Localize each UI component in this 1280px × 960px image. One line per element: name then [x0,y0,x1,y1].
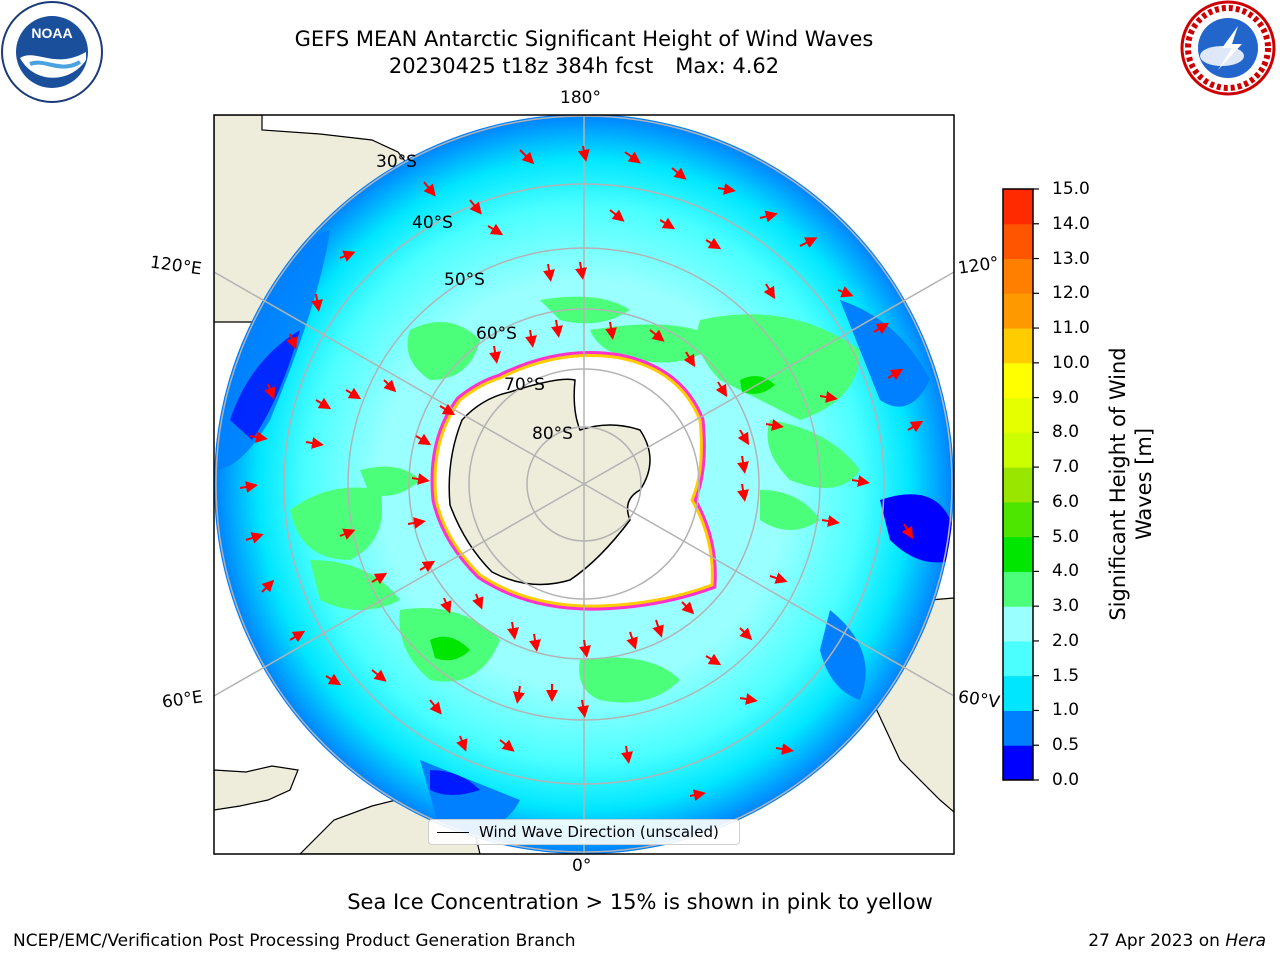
colorbar-segment [1003,675,1033,711]
colorbar-segment [1003,606,1033,642]
host-text: Hera [1225,931,1266,951]
colorbar-tick-label: 1.0 [1052,700,1080,721]
colorbar-tick-label: 8.0 [1052,422,1080,443]
colorbar-segment [1003,501,1033,538]
lat-label-40s: 40°S [412,213,453,233]
colorbar-segment [1003,223,1033,260]
land-madagascar [214,765,299,811]
colorbar [1003,188,1039,781]
colorbar-tick-label: 13.0 [1052,248,1090,269]
colorbar-segment [1003,710,1033,746]
colorbar-tick-label: 14.0 [1052,213,1090,234]
colorbar-tick-label: 9.0 [1052,387,1080,408]
colorbar-tick-label: 3.0 [1052,596,1080,617]
colorbar-tick-label: 12.0 [1052,283,1090,304]
lat-label-30s: 30°S [376,152,417,172]
colorbar-segment [1003,293,1033,329]
colorbar-segment [1003,258,1033,294]
colorbar-segment [1003,362,1033,399]
colorbar-segment [1003,397,1033,433]
colorbar-tick-label: 5.0 [1052,526,1080,547]
lat-label-70s: 70°S [504,375,545,395]
colorbar-tick-label: 11.0 [1052,318,1090,339]
map-area [214,115,954,854]
colorbar-segment [1003,640,1033,677]
lat-label-80s: 80°S [532,424,573,444]
colorbar-segment [1003,571,1033,607]
colorbar-label-line1: Significant Height of Wind [1106,347,1130,621]
wind-wave-legend: Wind Wave Direction (unscaled) [428,819,740,845]
noaa-logo: NOAA [1,1,103,103]
lon-label-180: 180° [560,88,601,108]
noaa-logo-text: NOAA [31,25,72,41]
colorbar-tick-label: 0.0 [1052,770,1080,790]
colorbar-tick-label: 15.0 [1052,179,1090,199]
title-line2: 20230425 t18z 384h fcst Max: 4.62 [184,53,984,80]
colorbar-label: Significant Height of Wind Waves [m] [1105,347,1157,620]
colorbar-tick-label: 10.0 [1052,352,1090,373]
credit-text: NCEP/EMC/Verification Post Processing Pr… [13,931,576,951]
legend-line-sample [437,831,469,833]
title-max: Max: 4.62 [675,54,780,78]
colorbar-segment [1003,432,1033,468]
nws-logo [1180,0,1276,96]
colorbar-tick-label: 7.0 [1052,457,1080,478]
colorbar-segment [1003,467,1033,503]
map-frame [213,114,955,855]
colorbar-tick-label: 2.0 [1052,630,1080,651]
colorbar-segment [1003,328,1033,364]
colorbar-label-line2: Waves [m] [1132,427,1156,541]
lon-label-0: 0° [572,856,592,876]
colorbar-tick-label: 6.0 [1052,491,1080,512]
lat-label-50s: 50°S [444,270,485,290]
date-text: 27 Apr 2023 on [1088,931,1220,951]
graticule [214,115,954,854]
lat-label-60s: 60°S [476,324,517,344]
legend-label: Wind Wave Direction (unscaled) [479,823,719,841]
wind-wave-arrows [239,145,924,802]
colorbar-segment [1003,745,1033,781]
sea-ice-note: Sea Ice Concentration > 15% is shown in … [347,890,933,914]
colorbar-frame [1002,188,1034,781]
colorbar-tick-label: 0.5 [1052,735,1080,756]
colorbar-segment [1003,536,1033,572]
title-run: 20230425 t18z 384h fcst [388,54,654,78]
date-stamp: 27 Apr 2023 on Hera [1088,931,1266,951]
colorbar-segment [1003,189,1033,225]
colorbar-tick-label: 1.5 [1052,665,1080,686]
title-line1: GEFS MEAN Antarctic Significant Height o… [294,27,874,51]
colorbar-tick-label: 4.0 [1052,561,1080,582]
